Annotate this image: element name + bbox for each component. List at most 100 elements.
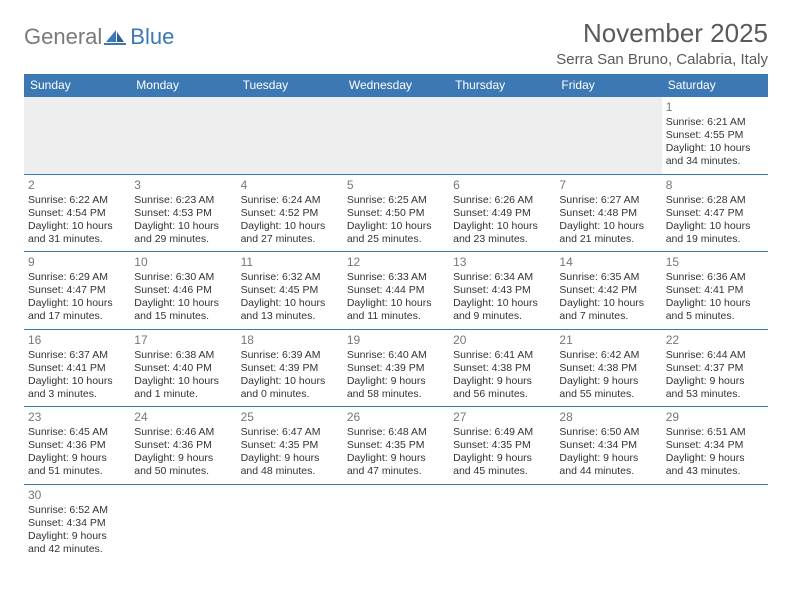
- calendar-cell: 2Sunrise: 6:22 AMSunset: 4:54 PMDaylight…: [24, 174, 130, 252]
- calendar-cell: 18Sunrise: 6:39 AMSunset: 4:39 PMDayligh…: [237, 329, 343, 407]
- calendar-cell: 27Sunrise: 6:49 AMSunset: 4:35 PMDayligh…: [449, 407, 555, 485]
- day-info: Sunrise: 6:29 AMSunset: 4:47 PMDaylight:…: [28, 271, 126, 324]
- logo-sail-icon: [104, 28, 126, 46]
- calendar-cell: 14Sunrise: 6:35 AMSunset: 4:42 PMDayligh…: [555, 252, 661, 330]
- calendar-cell: 8Sunrise: 6:28 AMSunset: 4:47 PMDaylight…: [662, 174, 768, 252]
- day-info: Sunrise: 6:52 AMSunset: 4:34 PMDaylight:…: [28, 504, 126, 557]
- day-number: 17: [134, 333, 232, 348]
- calendar-cell: 23Sunrise: 6:45 AMSunset: 4:36 PMDayligh…: [24, 407, 130, 485]
- weekday-header: Thursday: [449, 74, 555, 97]
- day-info: Sunrise: 6:44 AMSunset: 4:37 PMDaylight:…: [666, 349, 764, 402]
- calendar-cell: [237, 484, 343, 561]
- calendar-cell: 3Sunrise: 6:23 AMSunset: 4:53 PMDaylight…: [130, 174, 236, 252]
- day-number: 28: [559, 410, 657, 425]
- calendar-cell: 24Sunrise: 6:46 AMSunset: 4:36 PMDayligh…: [130, 407, 236, 485]
- calendar-cell: [343, 97, 449, 175]
- day-number: 5: [347, 178, 445, 193]
- calendar-cell: [449, 484, 555, 561]
- calendar-cell: 25Sunrise: 6:47 AMSunset: 4:35 PMDayligh…: [237, 407, 343, 485]
- day-info: Sunrise: 6:41 AMSunset: 4:38 PMDaylight:…: [453, 349, 551, 402]
- day-info: Sunrise: 6:21 AMSunset: 4:55 PMDaylight:…: [666, 116, 764, 169]
- calendar-cell: 9Sunrise: 6:29 AMSunset: 4:47 PMDaylight…: [24, 252, 130, 330]
- day-number: 12: [347, 255, 445, 270]
- logo-word1: General: [24, 24, 102, 50]
- calendar-cell: 21Sunrise: 6:42 AMSunset: 4:38 PMDayligh…: [555, 329, 661, 407]
- day-number: 13: [453, 255, 551, 270]
- calendar-cell: [24, 97, 130, 175]
- calendar-cell: 19Sunrise: 6:40 AMSunset: 4:39 PMDayligh…: [343, 329, 449, 407]
- day-info: Sunrise: 6:30 AMSunset: 4:46 PMDaylight:…: [134, 271, 232, 324]
- day-info: Sunrise: 6:39 AMSunset: 4:39 PMDaylight:…: [241, 349, 339, 402]
- calendar-row: 1Sunrise: 6:21 AMSunset: 4:55 PMDaylight…: [24, 97, 768, 175]
- location: Serra San Bruno, Calabria, Italy: [556, 51, 768, 68]
- day-info: Sunrise: 6:38 AMSunset: 4:40 PMDaylight:…: [134, 349, 232, 402]
- calendar-cell: 17Sunrise: 6:38 AMSunset: 4:40 PMDayligh…: [130, 329, 236, 407]
- day-info: Sunrise: 6:48 AMSunset: 4:35 PMDaylight:…: [347, 426, 445, 479]
- day-info: Sunrise: 6:23 AMSunset: 4:53 PMDaylight:…: [134, 194, 232, 247]
- day-number: 30: [28, 488, 126, 503]
- day-number: 21: [559, 333, 657, 348]
- calendar-cell: 1Sunrise: 6:21 AMSunset: 4:55 PMDaylight…: [662, 97, 768, 175]
- month-title: November 2025: [556, 18, 768, 49]
- calendar-cell: 6Sunrise: 6:26 AMSunset: 4:49 PMDaylight…: [449, 174, 555, 252]
- calendar-row: 2Sunrise: 6:22 AMSunset: 4:54 PMDaylight…: [24, 174, 768, 252]
- day-number: 7: [559, 178, 657, 193]
- calendar-cell: 11Sunrise: 6:32 AMSunset: 4:45 PMDayligh…: [237, 252, 343, 330]
- calendar-cell: [555, 97, 661, 175]
- day-info: Sunrise: 6:45 AMSunset: 4:36 PMDaylight:…: [28, 426, 126, 479]
- title-block: November 2025 Serra San Bruno, Calabria,…: [556, 18, 768, 68]
- calendar-cell: 26Sunrise: 6:48 AMSunset: 4:35 PMDayligh…: [343, 407, 449, 485]
- calendar-cell: [662, 484, 768, 561]
- day-info: Sunrise: 6:36 AMSunset: 4:41 PMDaylight:…: [666, 271, 764, 324]
- day-info: Sunrise: 6:34 AMSunset: 4:43 PMDaylight:…: [453, 271, 551, 324]
- day-number: 1: [666, 100, 764, 115]
- weekday-header: Tuesday: [237, 74, 343, 97]
- calendar-cell: 20Sunrise: 6:41 AMSunset: 4:38 PMDayligh…: [449, 329, 555, 407]
- day-number: 6: [453, 178, 551, 193]
- calendar-cell: 7Sunrise: 6:27 AMSunset: 4:48 PMDaylight…: [555, 174, 661, 252]
- weekday-header: Friday: [555, 74, 661, 97]
- day-number: 10: [134, 255, 232, 270]
- day-info: Sunrise: 6:47 AMSunset: 4:35 PMDaylight:…: [241, 426, 339, 479]
- day-number: 22: [666, 333, 764, 348]
- day-number: 26: [347, 410, 445, 425]
- day-info: Sunrise: 6:22 AMSunset: 4:54 PMDaylight:…: [28, 194, 126, 247]
- calendar-table: SundayMondayTuesdayWednesdayThursdayFrid…: [24, 74, 768, 561]
- logo-word2: Blue: [130, 24, 174, 50]
- day-info: Sunrise: 6:40 AMSunset: 4:39 PMDaylight:…: [347, 349, 445, 402]
- day-info: Sunrise: 6:26 AMSunset: 4:49 PMDaylight:…: [453, 194, 551, 247]
- day-number: 18: [241, 333, 339, 348]
- calendar-cell: 16Sunrise: 6:37 AMSunset: 4:41 PMDayligh…: [24, 329, 130, 407]
- day-number: 3: [134, 178, 232, 193]
- day-info: Sunrise: 6:46 AMSunset: 4:36 PMDaylight:…: [134, 426, 232, 479]
- calendar-cell: 29Sunrise: 6:51 AMSunset: 4:34 PMDayligh…: [662, 407, 768, 485]
- day-number: 14: [559, 255, 657, 270]
- day-number: 25: [241, 410, 339, 425]
- calendar-head: SundayMondayTuesdayWednesdayThursdayFrid…: [24, 74, 768, 97]
- day-info: Sunrise: 6:25 AMSunset: 4:50 PMDaylight:…: [347, 194, 445, 247]
- calendar-cell: 22Sunrise: 6:44 AMSunset: 4:37 PMDayligh…: [662, 329, 768, 407]
- day-info: Sunrise: 6:51 AMSunset: 4:34 PMDaylight:…: [666, 426, 764, 479]
- day-info: Sunrise: 6:42 AMSunset: 4:38 PMDaylight:…: [559, 349, 657, 402]
- calendar-cell: 5Sunrise: 6:25 AMSunset: 4:50 PMDaylight…: [343, 174, 449, 252]
- day-number: 23: [28, 410, 126, 425]
- day-number: 11: [241, 255, 339, 270]
- day-number: 20: [453, 333, 551, 348]
- day-number: 27: [453, 410, 551, 425]
- logo: General Blue: [24, 18, 174, 50]
- weekday-header: Saturday: [662, 74, 768, 97]
- calendar-cell: 4Sunrise: 6:24 AMSunset: 4:52 PMDaylight…: [237, 174, 343, 252]
- day-info: Sunrise: 6:27 AMSunset: 4:48 PMDaylight:…: [559, 194, 657, 247]
- calendar-cell: [449, 97, 555, 175]
- weekday-header: Monday: [130, 74, 236, 97]
- calendar-cell: [237, 97, 343, 175]
- calendar-cell: [130, 97, 236, 175]
- calendar-cell: 15Sunrise: 6:36 AMSunset: 4:41 PMDayligh…: [662, 252, 768, 330]
- header: General Blue November 2025 Serra San Bru…: [24, 18, 768, 68]
- day-info: Sunrise: 6:50 AMSunset: 4:34 PMDaylight:…: [559, 426, 657, 479]
- weekday-header: Sunday: [24, 74, 130, 97]
- calendar-body: 1Sunrise: 6:21 AMSunset: 4:55 PMDaylight…: [24, 97, 768, 562]
- weekday-header: Wednesday: [343, 74, 449, 97]
- calendar-cell: [343, 484, 449, 561]
- day-number: 16: [28, 333, 126, 348]
